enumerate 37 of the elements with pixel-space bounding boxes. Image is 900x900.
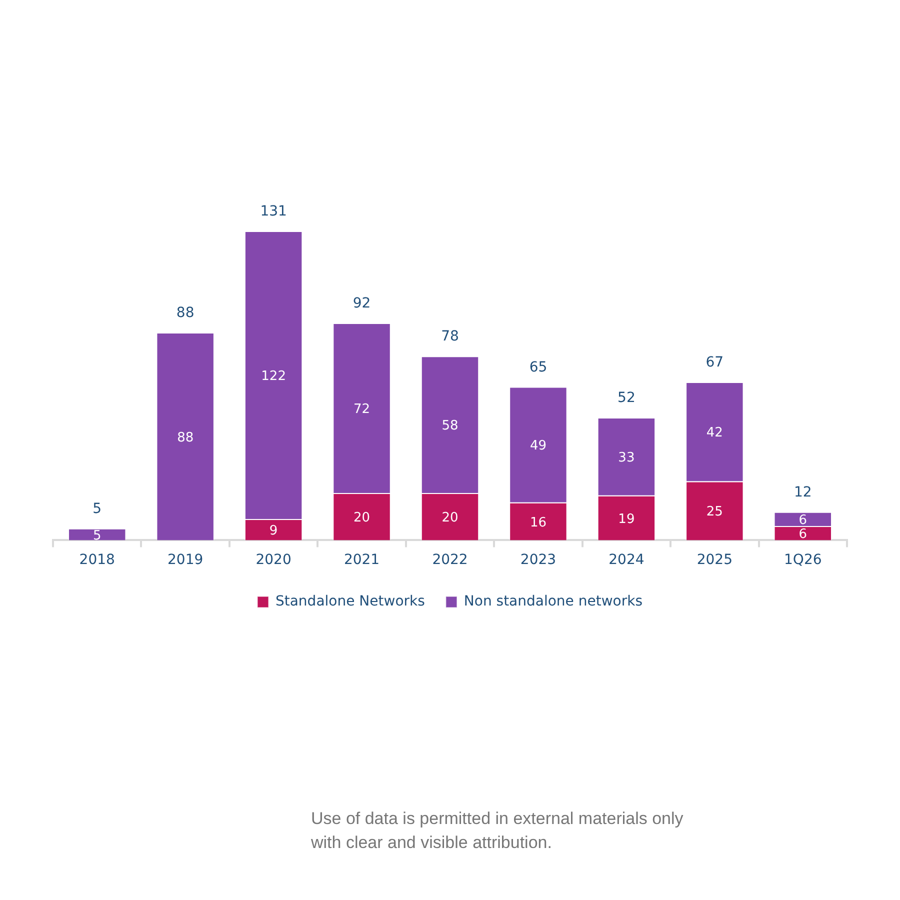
x-tick-label: 2024 xyxy=(608,552,644,568)
total-label: 67 xyxy=(706,354,724,371)
total-label: 88 xyxy=(176,305,194,322)
total-label: 78 xyxy=(441,328,459,345)
data-label: 9 xyxy=(269,524,278,539)
x-tick-label: 2020 xyxy=(256,552,292,568)
x-tick-label: 2019 xyxy=(168,552,204,568)
total-label: 5 xyxy=(92,501,102,518)
data-label: 25 xyxy=(706,504,723,520)
total-label: 131 xyxy=(260,204,287,220)
x-tick-label: 2022 xyxy=(432,552,468,568)
x-tick-label: 1Q26 xyxy=(784,552,822,568)
total-label: 92 xyxy=(352,296,371,312)
text: Use of data is permitted in external materials only with clear and visible attribution. xyxy=(311,808,684,854)
data-label: 58 xyxy=(442,418,458,434)
data-label: 122 xyxy=(261,368,286,384)
data-label: 33 xyxy=(618,450,635,466)
x-tick-label: 2023 xyxy=(520,552,556,568)
legend-label: Standalone Networks xyxy=(275,594,425,610)
data-label: 20 xyxy=(442,510,458,526)
data-label: 49 xyxy=(530,438,546,454)
data-label: 42 xyxy=(706,426,723,441)
x-tick-label: 2021 xyxy=(344,552,380,568)
data-label: 5 xyxy=(92,528,102,544)
legend-label: Non standalone networks xyxy=(464,594,643,610)
data-label: 88 xyxy=(177,430,194,446)
data-label: 19 xyxy=(618,512,635,527)
total-label: 65 xyxy=(529,359,548,376)
total-label: 52 xyxy=(618,390,636,406)
x-tick-label: 2025 xyxy=(696,552,732,568)
x-tick-label: 2018 xyxy=(79,552,115,568)
total-label: 12 xyxy=(794,484,812,501)
data-label: 72 xyxy=(354,402,370,418)
data-label: 6 xyxy=(798,527,808,542)
data-label: 16 xyxy=(530,515,546,530)
data-label: 6 xyxy=(798,512,808,528)
data-label: 20 xyxy=(354,510,370,526)
